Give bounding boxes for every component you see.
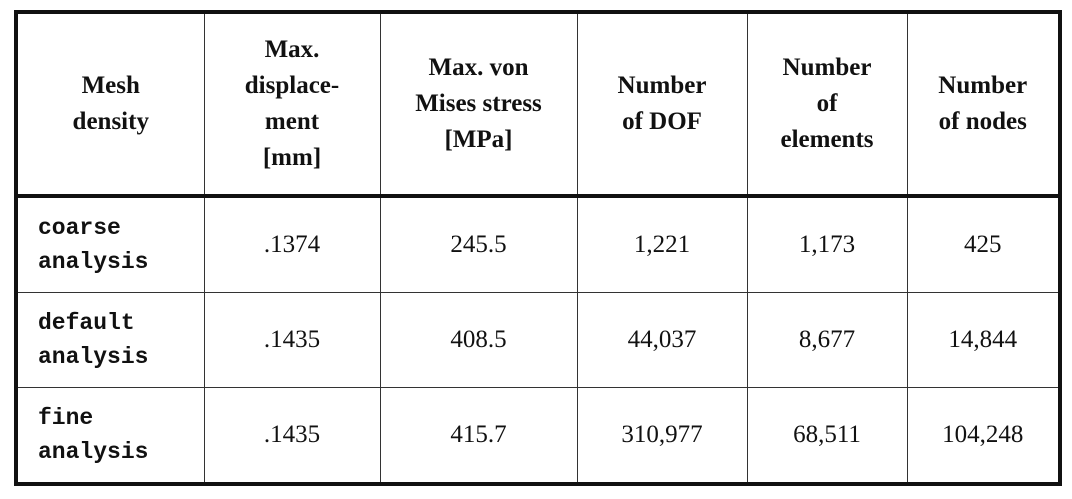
table-row: coarse analysis .1374 245.5 1,221 1,173 425 [15, 195, 1061, 293]
cell-line: of nodes [938, 108, 1027, 135]
value-cell: .1435 [203, 387, 381, 485]
value-cell: 8,677 [746, 292, 908, 388]
cell-line: elements [780, 126, 874, 153]
value-cell: 245.5 [379, 195, 578, 293]
cell-line: [MPa] [444, 126, 513, 153]
table-body: coarse analysis .1374 245.5 1,221 1,173 425 def… [15, 195, 1061, 485]
cell-line: Number [617, 72, 707, 99]
mesh-name-cell: fine analysis [15, 387, 205, 485]
value-cell: 408.5 [379, 292, 578, 388]
value-cell: 1,173 [746, 195, 908, 293]
value-cell: .1435 [203, 292, 381, 388]
value-cell: 44,037 [576, 292, 748, 388]
cell-line: coarse [38, 215, 121, 241]
value-cell: 310,977 [576, 387, 748, 485]
cell-line: default [38, 310, 135, 336]
table-row: fine analysis .1435 415.7 310,977 68,511 104,2… [15, 387, 1061, 485]
cell-line: Mesh [81, 72, 140, 99]
cell-line: Number [782, 54, 872, 81]
cell-line: ment [264, 108, 320, 135]
mesh-name-cell: default analysis [15, 292, 205, 388]
mesh-name-cell: coarse analysis [15, 195, 205, 293]
cell-line: of DOF [622, 108, 702, 135]
cell-line: Mises stress [415, 90, 542, 117]
cell-line: analysis [38, 249, 149, 275]
value-cell: 425 [906, 195, 1061, 293]
cell-line: Max. [264, 36, 320, 63]
header-cell: Number of DOF [576, 11, 748, 198]
value-cell: 104,248 [906, 387, 1061, 485]
value-cell: .1374 [203, 195, 381, 293]
cell-line: [mm] [262, 144, 322, 171]
header-row: Mesh density Max. displace-ment [mm] Max. von… [15, 11, 1061, 198]
cell-line: displace- [244, 72, 340, 99]
cell-line: of [816, 90, 838, 117]
cell-line: density [72, 108, 149, 135]
cell-line: analysis [38, 439, 149, 465]
cell-line: Max. von [428, 54, 529, 81]
results-table: Mesh density Max. displace-ment [mm] Max. von… [14, 10, 1062, 486]
value-cell: 1,221 [576, 195, 748, 293]
value-cell: 68,511 [746, 387, 908, 485]
header-cell: Number of nodes [906, 11, 1061, 198]
table-row: default analysis .1435 408.5 44,037 8,677 14,8… [15, 292, 1061, 388]
header-cell: Mesh density [15, 11, 205, 198]
header-cell: Number of elements [746, 11, 908, 198]
cell-line: analysis [38, 344, 149, 370]
value-cell: 14,844 [906, 292, 1061, 388]
cell-line: Number [938, 72, 1028, 99]
header-cell: Max. displace-ment [mm] [203, 11, 381, 198]
value-cell: 415.7 [379, 387, 578, 485]
cell-line: fine [38, 405, 94, 431]
header-cell: Max. von Mises stress [MPa] [379, 11, 578, 198]
